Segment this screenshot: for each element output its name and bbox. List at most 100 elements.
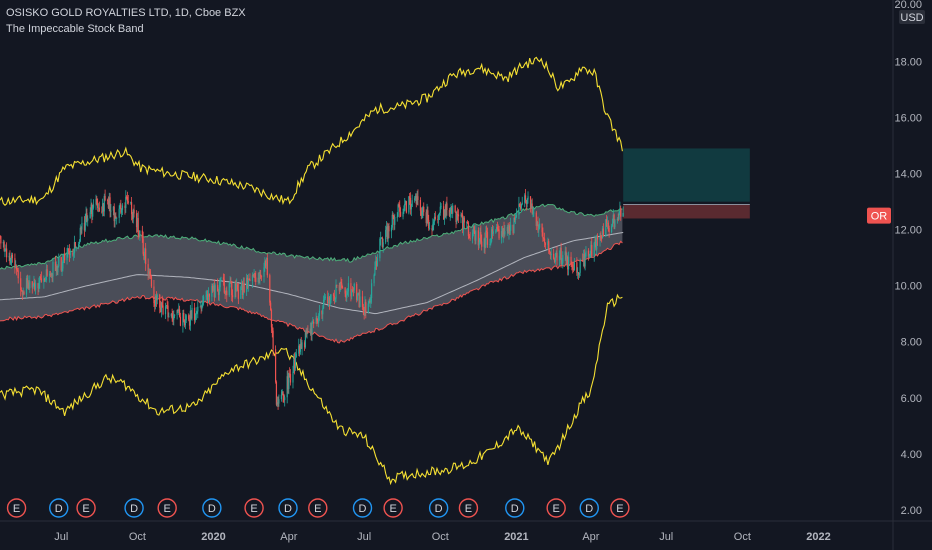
candle bbox=[272, 330, 274, 350]
candle bbox=[371, 283, 373, 299]
candle bbox=[242, 283, 244, 295]
candle bbox=[32, 285, 34, 288]
candle bbox=[220, 277, 222, 279]
marker-circle bbox=[579, 498, 599, 518]
candle bbox=[8, 256, 10, 258]
candle bbox=[190, 310, 192, 319]
candle bbox=[170, 313, 172, 317]
candle bbox=[565, 251, 567, 260]
candle bbox=[527, 196, 529, 200]
candle bbox=[533, 212, 535, 214]
dividend-marker[interactable]: D bbox=[352, 498, 373, 518]
dividend-marker[interactable]: D bbox=[49, 498, 69, 518]
lower-outer-line bbox=[0, 293, 623, 486]
marker-letter: D bbox=[284, 503, 292, 515]
indicator-title[interactable]: The Impeccable Stock Band bbox=[6, 23, 144, 35]
price-axis[interactable]: 18.00 16.00 14.00 12.00 10.00 8.00 6.00 4.00 2.0… bbox=[867, 0, 925, 550]
candle bbox=[219, 278, 221, 288]
candle bbox=[341, 283, 343, 288]
dividend-marker[interactable]: D bbox=[124, 498, 144, 518]
candle bbox=[515, 215, 518, 217]
candle bbox=[148, 271, 150, 274]
time-tick-label: Oct bbox=[129, 531, 146, 543]
stop-zone[interactable] bbox=[623, 204, 750, 219]
marker-circle bbox=[428, 498, 449, 518]
earnings-marker[interactable]: E bbox=[76, 498, 96, 518]
candle bbox=[143, 253, 145, 260]
dividend-marker[interactable]: D bbox=[428, 498, 449, 518]
candle bbox=[507, 226, 509, 234]
dividend-marker[interactable]: D bbox=[505, 498, 525, 518]
stock-band bbox=[0, 203, 624, 344]
candle bbox=[423, 206, 425, 213]
candle bbox=[361, 296, 364, 308]
dividend-marker[interactable]: D bbox=[202, 498, 222, 518]
target-zone[interactable] bbox=[623, 148, 750, 202]
candle bbox=[607, 222, 609, 229]
candle bbox=[502, 228, 504, 236]
candle bbox=[485, 230, 487, 248]
candle bbox=[567, 256, 569, 270]
candle bbox=[142, 238, 144, 254]
candle bbox=[404, 203, 406, 211]
candle bbox=[159, 307, 162, 313]
earnings-marker[interactable]: E bbox=[308, 498, 328, 518]
earnings-marker[interactable]: E bbox=[610, 498, 630, 518]
candle bbox=[106, 200, 109, 201]
candle bbox=[44, 279, 47, 281]
marker-circle bbox=[308, 498, 328, 518]
currency-button[interactable] bbox=[899, 10, 925, 24]
candle bbox=[393, 215, 395, 225]
earnings-marker[interactable]: E bbox=[6, 498, 27, 518]
candle bbox=[591, 244, 593, 256]
price-tick-label: 8.00 bbox=[901, 337, 922, 349]
candle bbox=[183, 312, 185, 321]
candle bbox=[73, 242, 76, 254]
candle bbox=[457, 214, 459, 215]
earnings-marker[interactable]: E bbox=[383, 498, 403, 518]
candle bbox=[318, 315, 320, 323]
dividend-marker[interactable]: D bbox=[579, 498, 599, 518]
marker-letter: E bbox=[82, 503, 89, 515]
price-tick-label: 2.00 bbox=[901, 505, 922, 517]
candle bbox=[248, 279, 250, 281]
candle bbox=[179, 316, 182, 326]
marker-letter: E bbox=[164, 503, 171, 515]
candle bbox=[513, 217, 515, 234]
candle bbox=[109, 197, 111, 212]
candle bbox=[144, 248, 146, 260]
candle bbox=[556, 252, 558, 261]
candle bbox=[282, 391, 284, 396]
candle bbox=[147, 264, 149, 274]
ticker-badge[interactable] bbox=[867, 207, 891, 224]
candle bbox=[456, 214, 458, 223]
marker-circle bbox=[458, 498, 479, 518]
candle bbox=[461, 214, 463, 216]
earnings-marker[interactable]: E bbox=[458, 498, 479, 518]
candle bbox=[375, 260, 377, 268]
symbol-title[interactable]: OSISKO GOLD ROYALTIES LTD, 1D, Cboe BZX bbox=[6, 7, 246, 19]
candle bbox=[263, 267, 265, 277]
candle bbox=[555, 252, 557, 257]
candle bbox=[166, 305, 168, 306]
candle bbox=[68, 248, 70, 251]
earnings-marker[interactable]: E bbox=[157, 498, 177, 518]
candle bbox=[356, 293, 359, 300]
candle bbox=[317, 320, 319, 323]
marker-letter: E bbox=[389, 503, 396, 515]
dividend-marker[interactable]: D bbox=[278, 498, 298, 518]
candle bbox=[115, 216, 117, 218]
upper-outer-line bbox=[0, 56, 623, 206]
candle bbox=[481, 241, 483, 247]
time-axis[interactable]: Jul Oct 2020 Apr Jul Oct 2021 Apr Jul Oct 2022 bbox=[0, 520, 932, 543]
candle bbox=[276, 402, 278, 405]
earnings-marker[interactable]: E bbox=[546, 498, 566, 518]
candle bbox=[579, 259, 581, 273]
marker-circle bbox=[505, 498, 525, 518]
earnings-marker[interactable]: E bbox=[244, 498, 264, 518]
candle bbox=[275, 381, 278, 405]
time-tick-label: Jul bbox=[659, 531, 673, 543]
candle bbox=[443, 206, 445, 220]
